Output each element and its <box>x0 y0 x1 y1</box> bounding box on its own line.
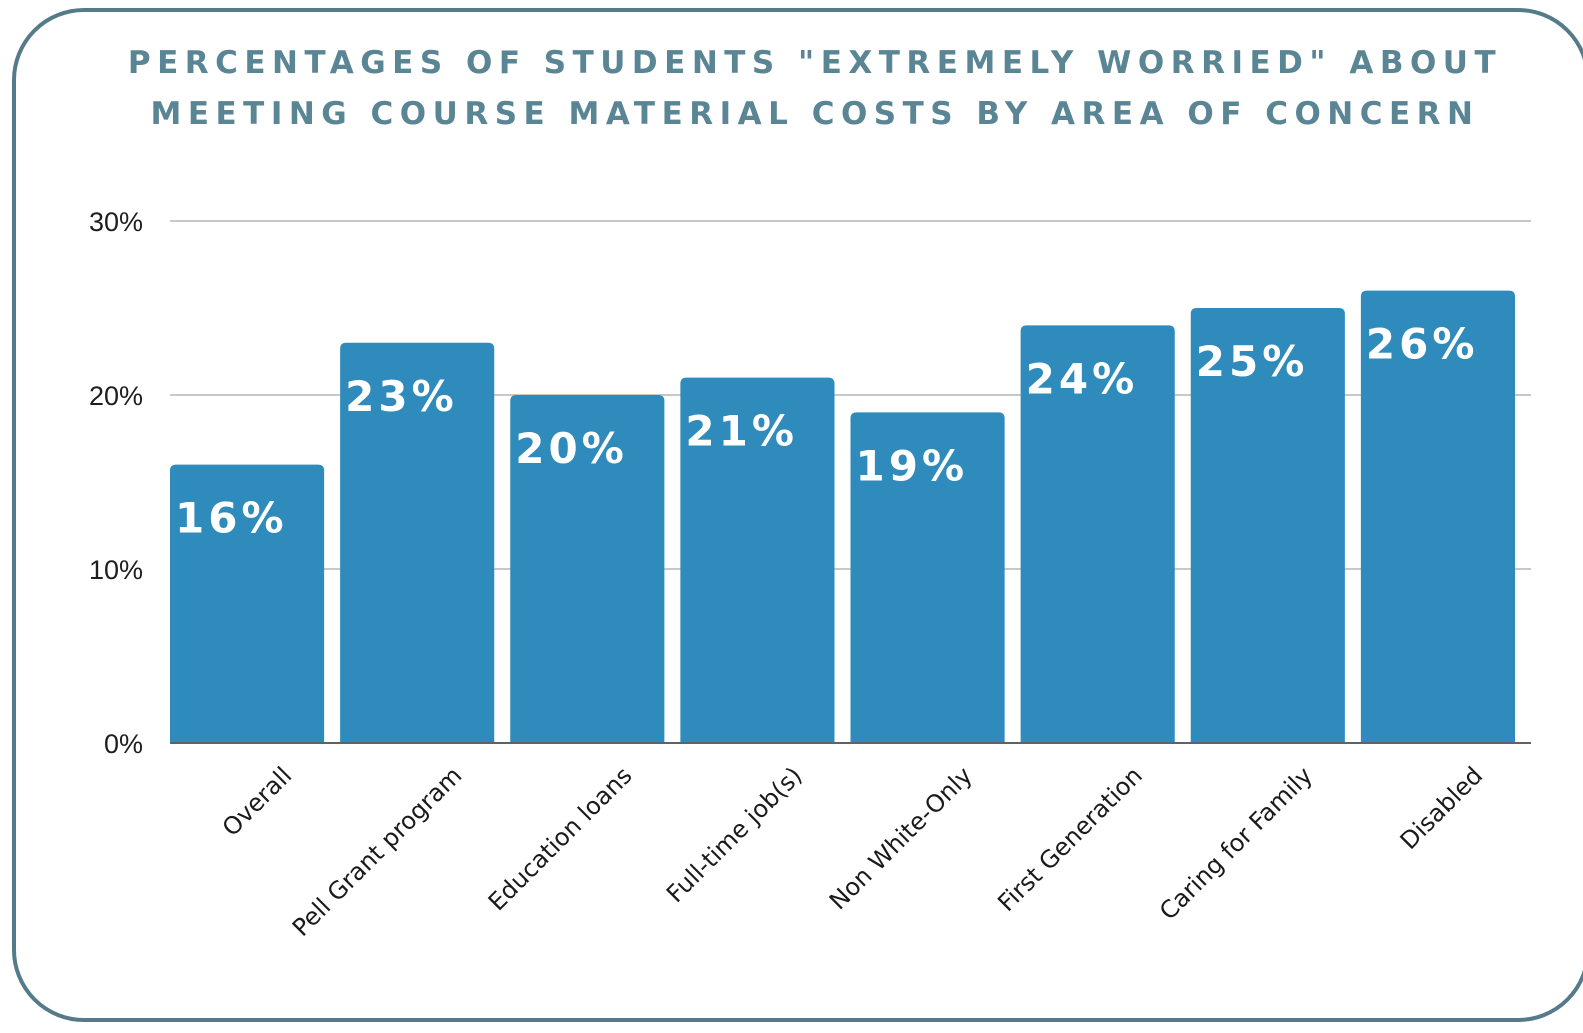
data-label: 26% <box>1366 320 1479 369</box>
bar <box>1190 308 1345 743</box>
y-tick-label: 0% <box>104 729 143 759</box>
bar <box>850 412 1005 743</box>
bar <box>170 464 325 743</box>
data-label: 24% <box>1026 354 1139 403</box>
data-label: 16% <box>175 494 288 543</box>
bar <box>1020 325 1175 743</box>
data-label: 19% <box>856 441 969 490</box>
x-tick-label: Pell Grant program <box>287 761 467 941</box>
data-label: 20% <box>515 424 628 473</box>
bar <box>680 377 835 743</box>
data-label: 23% <box>345 372 458 421</box>
bar <box>510 395 665 743</box>
x-tick-label: Education loans <box>483 761 638 916</box>
x-tick-label: Disabled <box>1395 761 1489 855</box>
data-label: 21% <box>685 407 798 456</box>
x-tick-label: Full-time job(s) <box>661 761 808 908</box>
bar <box>340 342 495 743</box>
x-tick-label: Overall <box>217 761 297 841</box>
bar <box>1360 290 1515 743</box>
x-tick-label: Caring for Family <box>1154 761 1318 925</box>
y-tick-label: 30% <box>89 207 143 237</box>
data-label: 25% <box>1196 337 1309 386</box>
x-tick-label: Non White-Only <box>824 761 978 915</box>
y-tick-label: 10% <box>89 555 143 585</box>
chart-title: PERCENTAGES OF STUDENTS "EXTREMELY WORRI… <box>127 45 1503 132</box>
x-tick-label: First Generation <box>992 761 1148 917</box>
y-tick-label: 20% <box>89 381 143 411</box>
